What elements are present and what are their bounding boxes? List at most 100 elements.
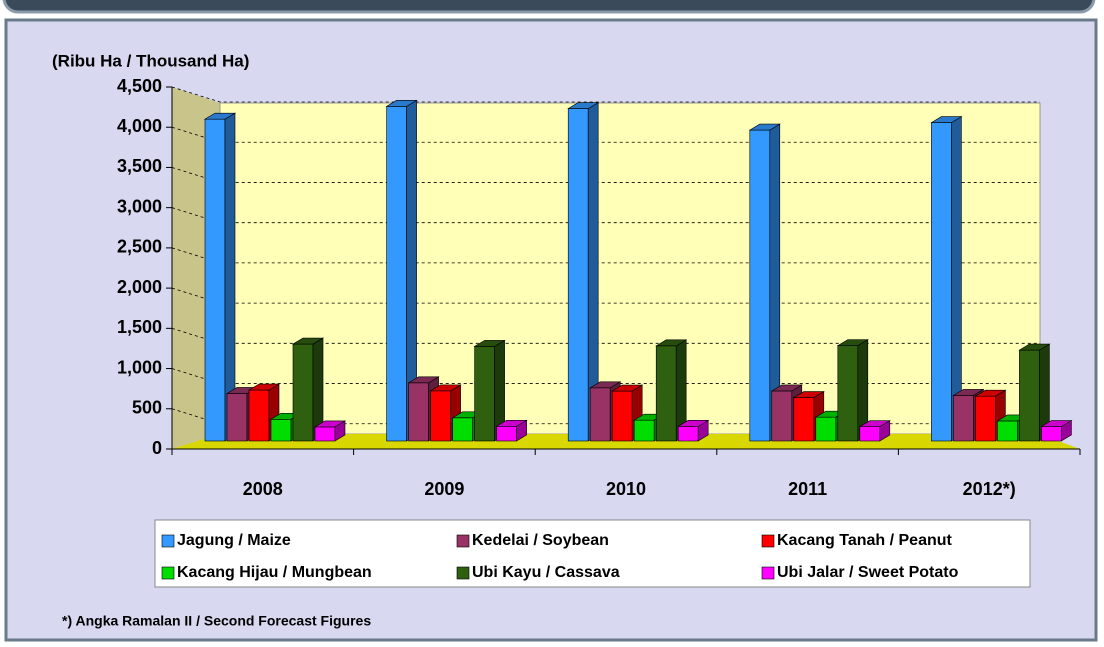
footnote: *) Angka Ramalan II / Second Forecast Fi…	[62, 613, 371, 629]
legend-label: Jagung / Maize	[177, 532, 291, 549]
bar-front	[386, 106, 407, 442]
legend-swatch	[161, 534, 175, 548]
bar-front	[474, 346, 495, 442]
bar-top	[1040, 420, 1073, 427]
bar-front	[931, 122, 952, 442]
legend-label: Ubi Jalar / Sweet Potato	[777, 564, 959, 581]
bar-top	[770, 384, 803, 392]
bar-top	[611, 384, 644, 392]
bar-front	[815, 416, 837, 442]
bar	[1040, 419, 1073, 442]
bar-front	[793, 397, 815, 442]
bar	[495, 419, 528, 442]
bar-front	[749, 129, 771, 442]
bar-front	[452, 417, 473, 442]
bar-front	[496, 425, 517, 442]
y-tick-label: 3,000	[117, 196, 162, 216]
bar-front	[204, 118, 226, 442]
bar-front	[953, 395, 974, 442]
y-tick-label: 3,500	[117, 156, 162, 176]
bar-front	[270, 418, 292, 442]
bar	[655, 339, 688, 442]
bar-top	[495, 419, 528, 427]
x-tick-label: 2011	[788, 479, 827, 499]
back-wall	[219, 102, 1041, 435]
bar-top	[1018, 343, 1051, 351]
bar-top	[429, 384, 462, 392]
legend-swatch	[456, 534, 470, 548]
y-tick-label: 500	[132, 398, 162, 418]
legend-swatch	[761, 566, 775, 580]
bar-front	[292, 343, 314, 442]
x-tick-label: 2010	[606, 479, 646, 499]
y-tick-label: 2,000	[117, 277, 162, 297]
x-tick-label: 2012*)	[963, 479, 1016, 499]
bar-top	[473, 340, 506, 347]
legend-label: Kacang Tanah / Peanut	[777, 532, 953, 549]
bar-top	[407, 376, 440, 384]
bar-front	[837, 345, 859, 442]
bar-top	[291, 337, 325, 345]
header-banner	[2, 0, 1096, 14]
bar-front	[248, 389, 270, 442]
legend-swatch	[761, 534, 775, 548]
bar	[203, 112, 237, 442]
x-tick-label: 2009	[424, 479, 464, 499]
bar-front	[633, 419, 655, 442]
bar	[930, 116, 963, 442]
bar-front	[655, 345, 677, 442]
bar-top	[792, 391, 825, 398]
bar-top	[567, 102, 600, 109]
bar	[836, 339, 869, 442]
bar-front	[859, 426, 881, 442]
bar	[291, 337, 325, 442]
bar	[677, 419, 710, 442]
bar	[313, 420, 347, 442]
bar-top	[313, 420, 347, 428]
bar-top	[385, 100, 418, 107]
legend-label: Kacang Hijau / Mungbean	[177, 564, 372, 581]
bar-front	[430, 390, 451, 442]
bar	[473, 339, 506, 442]
bar	[748, 123, 781, 442]
legend	[154, 519, 1031, 588]
bar-top	[748, 123, 781, 131]
bar-front	[611, 390, 633, 442]
bar-top	[655, 339, 688, 347]
bar	[567, 102, 600, 442]
bar-front	[226, 393, 248, 442]
bar-front	[997, 420, 1018, 442]
bar-front	[771, 390, 793, 442]
y-tick-label: 4,000	[117, 116, 162, 136]
x-tick-label: 2008	[243, 479, 283, 499]
bar	[385, 99, 418, 442]
y-tick-label: 1,000	[117, 357, 162, 377]
bar	[1018, 343, 1051, 442]
bar-front	[1041, 426, 1062, 442]
bar	[858, 420, 891, 442]
bar-front	[1019, 349, 1040, 442]
bar-top	[858, 420, 891, 427]
bar-top	[836, 339, 869, 346]
bar-top	[930, 116, 963, 123]
bar-front	[567, 108, 589, 442]
bar-front	[408, 382, 429, 442]
bar-top	[589, 381, 622, 389]
y-tick-label: 4,500	[117, 76, 162, 96]
bar-top	[952, 389, 985, 396]
bar-front	[314, 426, 336, 442]
legend-label: Kedelai / Soybean	[472, 532, 609, 549]
bar-front	[589, 387, 611, 442]
bar-front	[677, 426, 699, 442]
bar-top	[974, 389, 1007, 397]
y-tick-label: 0	[152, 438, 162, 458]
y-tick-label: 2,500	[117, 237, 162, 257]
bar-top	[247, 383, 281, 391]
bar-top	[677, 420, 710, 427]
y-axis-label: (Ribu Ha / Thousand Ha)	[52, 51, 249, 70]
y-tick-label: 1,500	[117, 317, 162, 337]
bar-front	[975, 395, 996, 442]
legend-label: Ubi Kayu / Cassava	[472, 564, 620, 581]
legend-swatch	[161, 566, 175, 580]
